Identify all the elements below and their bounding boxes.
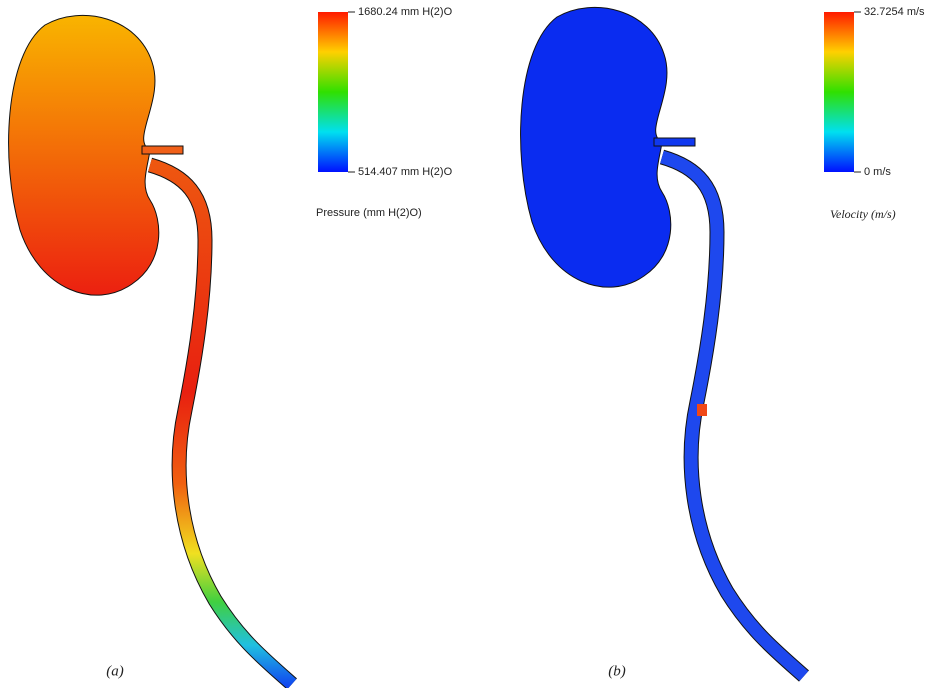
- kidney: [8, 14, 160, 296]
- outlet: [141, 145, 184, 155]
- color-scale: [318, 12, 348, 172]
- panel-b: [520, 6, 804, 676]
- ureter: [150, 165, 292, 684]
- ureter: [662, 157, 804, 676]
- scale-title: Pressure (mm H(2)O): [316, 207, 422, 219]
- scale-min: 0 m/s: [864, 166, 891, 178]
- kidney: [520, 6, 672, 288]
- color-scale: [824, 12, 854, 172]
- scale-max: 32.7254 m/s: [864, 6, 925, 18]
- panel-a: 1680.24 mm H(2)O 514.407 mm H(2)O Pressu…: [8, 6, 453, 684]
- scale-min: 514.407 mm H(2)O: [358, 166, 453, 178]
- outlet: [653, 137, 696, 147]
- panel-b-legend: 32.7254 m/s 0 m/s Velocity (m/s) (b): [608, 6, 925, 680]
- scale-max: 1680.24 mm H(2)O: [358, 6, 453, 18]
- panel-label: (a): [106, 663, 124, 679]
- panel-label: (b): [608, 663, 626, 679]
- scale-title: Velocity (m/s): [830, 207, 896, 221]
- stenosis-spot: [697, 404, 707, 416]
